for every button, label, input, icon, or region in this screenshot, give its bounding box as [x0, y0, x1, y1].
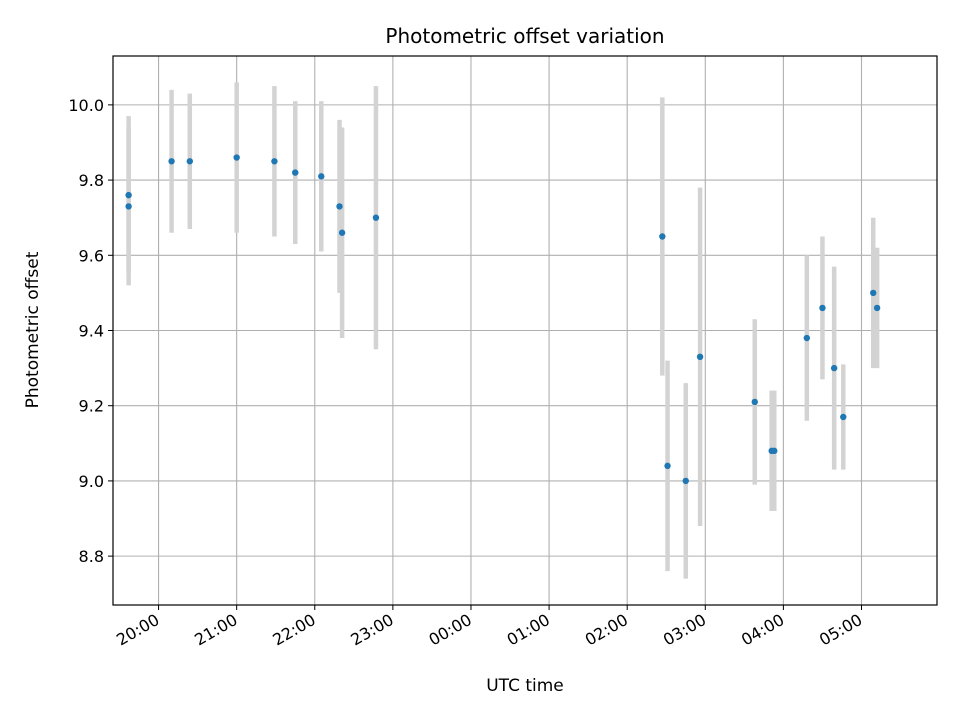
data-point: [338, 229, 346, 236]
data-point: [186, 158, 194, 165]
y-tick-label: 9.0: [79, 472, 104, 491]
chart-title: Photometric offset variation: [385, 24, 664, 48]
data-point: [336, 203, 343, 210]
data-point: [696, 353, 704, 361]
y-axis-title: Photometric offset: [23, 251, 43, 408]
data-point: [372, 214, 380, 221]
grid: [113, 56, 937, 605]
y-tick-label: 9.8: [79, 171, 104, 190]
y-tick-label: 9.6: [79, 246, 104, 265]
y-tick-label: 9.4: [79, 322, 104, 341]
x-axis-title: UTC time: [486, 676, 564, 696]
y-tick-label: 9.2: [79, 397, 104, 416]
data-point: [840, 413, 847, 421]
data-point: [751, 398, 758, 406]
data-point: [292, 169, 299, 176]
y-tick-label: 8.8: [79, 547, 104, 566]
y-tick-label: 10.0: [68, 96, 104, 115]
data-point: [873, 304, 881, 312]
data-point: [318, 173, 325, 180]
y-axis-ticks: 8.8 9.0 9.2 9.4 9.6 9.8 10.0: [68, 96, 113, 566]
data-point: [659, 233, 666, 240]
data-points: [125, 154, 881, 485]
data-point: [803, 334, 811, 342]
data-point: [771, 447, 778, 455]
data-point: [125, 191, 132, 199]
data-point: [168, 158, 175, 165]
data-point: [682, 477, 689, 485]
data-point: [271, 158, 278, 165]
data-point: [870, 289, 877, 297]
data-point: [664, 462, 671, 470]
data-point: [830, 364, 838, 372]
data-point: [125, 203, 132, 210]
data-point: [819, 304, 826, 312]
data-point: [233, 154, 240, 161]
